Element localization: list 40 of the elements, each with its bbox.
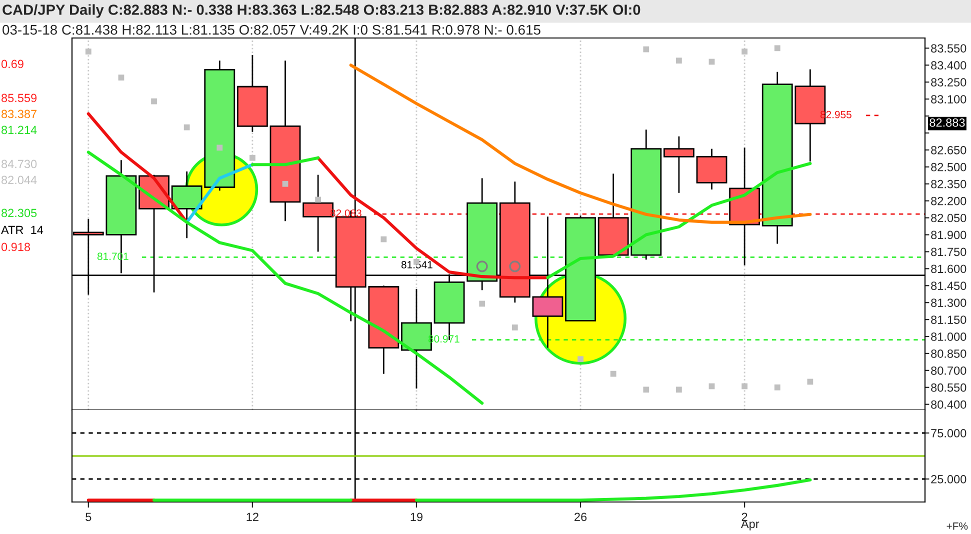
text: 85.559 <box>2 94 37 102</box>
text: 82.305 <box>2 208 37 218</box>
text: ATR 14 <box>1 226 44 234</box>
text: 82.883 <box>930 118 965 127</box>
y-tick-label: 82.650 <box>931 146 966 154</box>
y-tick-label: 82.200 <box>931 196 966 206</box>
x-tick-label: 5 <box>86 512 92 522</box>
y-tick-label: 82.050 <box>931 214 966 222</box>
y-tick-label: 81.450 <box>931 282 966 290</box>
text: 83.387 <box>2 110 37 118</box>
y-tick-label: 81.750 <box>931 248 966 256</box>
y-tick-label: 25.000 <box>931 475 966 484</box>
y-tick-label: 83.550 <box>931 44 966 53</box>
chart-subtitle: 03-15-18 C:81.438 H:82.113 L:81.135 O:82.057 V:49.2K I:0 S:81.541 R:0.978 N:- 0.615 <box>2 24 540 35</box>
text: Apr <box>740 520 760 530</box>
y-tick-label: 75.000 <box>931 429 966 438</box>
y-tick-label: 81.000 <box>931 332 966 341</box>
x-tick-label: 12 <box>246 512 258 521</box>
x-tick-label: 26 <box>574 512 587 522</box>
y-tick-label: 81.600 <box>931 264 966 274</box>
text: 0.918 <box>1 242 30 252</box>
text: +F% <box>946 522 968 530</box>
y-tick-label: 83.100 <box>931 95 966 104</box>
y-tick-label: 82.500 <box>931 162 966 172</box>
chart-title: CAD/JPY Daily C:82.883 N:- 0.338 H:83.363 L:82.548 O:83.213 B:82.883 A:82.910 V:37.5K OI:0 <box>2 4 640 18</box>
y-tick-label: 81.300 <box>931 298 966 307</box>
text: 0.69 <box>1 60 24 68</box>
x-tick-label: 19 <box>410 512 422 522</box>
text: 82.044 <box>2 176 37 184</box>
y-tick-label: 81.150 <box>931 316 966 324</box>
y-tick-label: 81.900 <box>931 230 966 240</box>
y-tick-label: 80.700 <box>931 366 966 375</box>
text: 84.730 <box>2 160 37 168</box>
y-tick-label: 83.250 <box>931 78 966 86</box>
y-tick-label: 82.350 <box>931 180 966 188</box>
y-tick-label: 80.550 <box>931 383 966 392</box>
text: 81.214 <box>2 126 37 134</box>
y-tick-label: 80.400 <box>931 400 966 409</box>
y-tick-label: 83.400 <box>931 61 966 70</box>
y-tick-label: 80.850 <box>931 350 966 358</box>
